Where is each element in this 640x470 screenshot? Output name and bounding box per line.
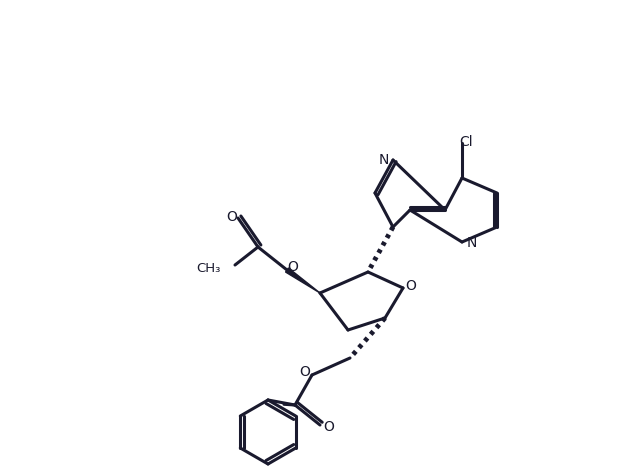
Text: O: O <box>227 210 237 224</box>
Text: O: O <box>406 279 417 293</box>
Text: N: N <box>467 236 477 250</box>
Text: N: N <box>379 153 389 167</box>
Text: Cl: Cl <box>459 135 473 149</box>
Text: O: O <box>300 365 310 379</box>
Polygon shape <box>285 268 320 293</box>
Text: CH₃: CH₃ <box>196 261 221 274</box>
Text: O: O <box>287 260 298 274</box>
Text: O: O <box>324 420 335 434</box>
